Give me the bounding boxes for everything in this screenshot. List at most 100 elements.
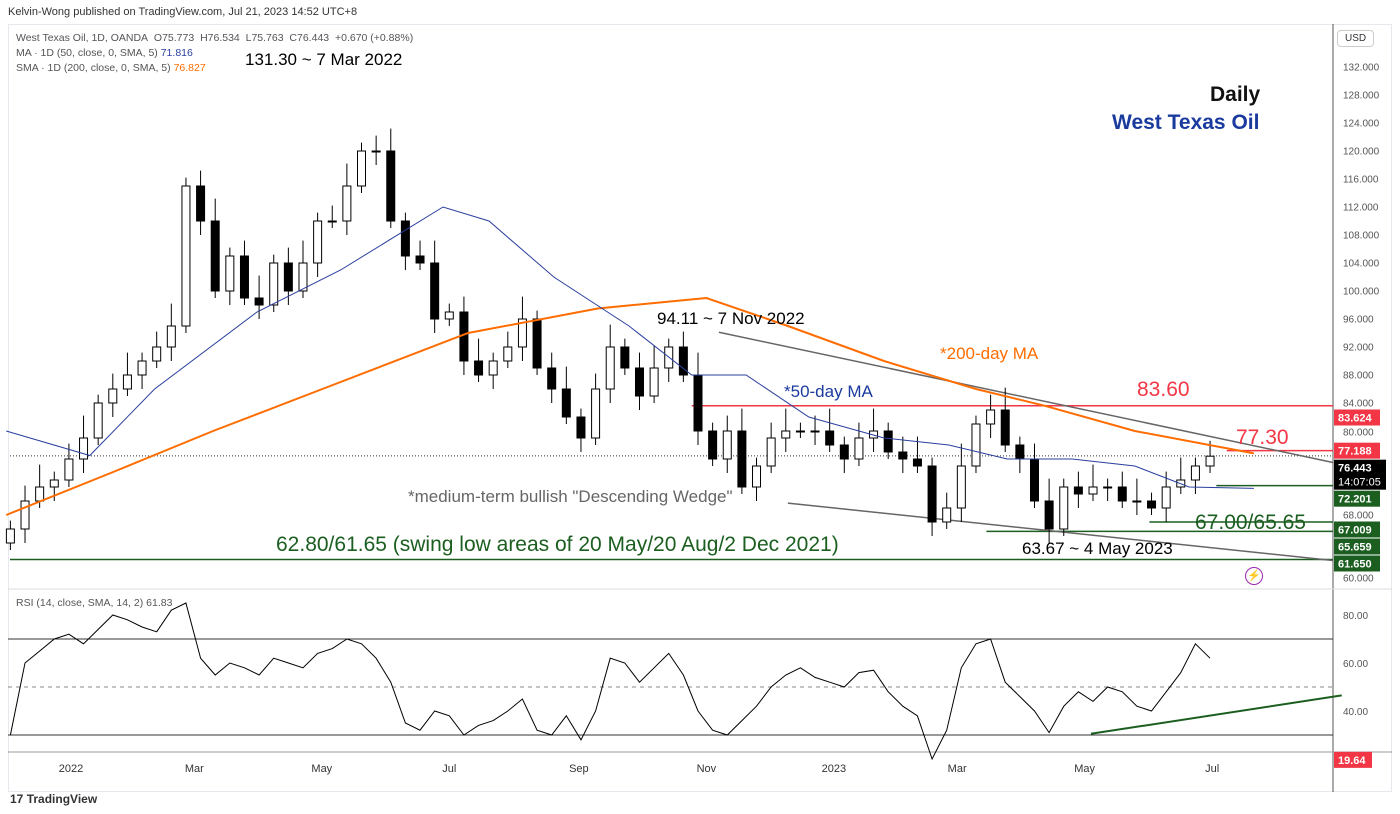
price-tick-label: 132.000	[1343, 63, 1380, 74]
price-tick-label: 84.000	[1343, 399, 1374, 410]
last-price-bg	[1334, 459, 1386, 490]
candle-body	[400, 220, 410, 257]
time-tick-label: Jul	[442, 763, 456, 775]
candle-body	[64, 458, 74, 481]
price-tick-label: 96.000	[1343, 315, 1374, 326]
candle-body	[839, 444, 849, 460]
candle-body	[752, 465, 762, 488]
change-value: +0.670 (+0.88%)	[334, 32, 414, 44]
price-tick-label: 92.000	[1343, 343, 1374, 354]
rsi-trendline	[1090, 694, 1342, 735]
candle-body	[386, 150, 396, 222]
price-tick-label: 108.000	[1343, 231, 1380, 242]
time-tick-label: May	[311, 763, 332, 775]
price-label: 83.624	[1338, 413, 1373, 425]
candle-body	[869, 430, 879, 439]
time-tick-label: Mar	[948, 763, 967, 775]
lightning-icon[interactable]: ⚡	[1245, 567, 1263, 585]
candle-body	[488, 360, 498, 376]
candle-body	[693, 374, 703, 432]
candle-body	[532, 318, 542, 369]
price-label-bg	[1334, 555, 1380, 572]
symbol-name: West Texas Oil, 1D, OANDA	[16, 32, 149, 44]
rsi-line	[9, 602, 1211, 761]
price-tick-label: 80.000	[1343, 428, 1374, 439]
price-tick-label: 116.000	[1343, 175, 1379, 186]
currency-button[interactable]: USD	[1337, 30, 1375, 47]
candle-body	[591, 388, 601, 439]
candle-body	[547, 367, 557, 390]
candle-body	[474, 360, 484, 376]
wedge-line	[718, 331, 1334, 464]
ma50-line	[6, 206, 1254, 489]
ma200-label: SMA · 1D (200, close, 0, SMA, 5)	[16, 62, 171, 74]
ma200-line	[5, 296, 1255, 516]
candle-body	[1000, 409, 1010, 446]
price-tick-label: 100.000	[1343, 287, 1380, 298]
candle-body	[795, 430, 805, 433]
candle-body	[430, 262, 440, 320]
candle-body	[942, 507, 952, 523]
candle-body	[576, 416, 586, 439]
candle-body	[210, 220, 220, 292]
candle-body	[561, 388, 571, 418]
price-tick-label: 128.000	[1343, 91, 1380, 102]
ma50-label: MA · 1D (50, close, 0, SMA, 5)	[16, 47, 158, 59]
time-tick-label: 2023	[822, 763, 846, 775]
high-value: H76.534	[200, 32, 240, 44]
time-tick-label: Mar	[185, 763, 204, 775]
legend-ma50[interactable]: MA · 1D (50, close, 0, SMA, 5) 71.816	[16, 47, 193, 59]
time-tick-label: Sep	[569, 763, 589, 775]
candle-body	[971, 423, 981, 467]
rsi-low-label: 19.64	[1338, 755, 1366, 767]
last-price-label: 76.443	[1338, 463, 1372, 475]
candle-body	[298, 262, 308, 292]
candle-body	[93, 402, 103, 439]
price-tick-label: 112.000	[1343, 203, 1379, 214]
candle-body	[825, 430, 835, 446]
annotation-wedge: *medium-term bullish "Descending Wedge"	[408, 487, 733, 506]
time-tick-label: Jul	[1205, 763, 1219, 775]
candle-body	[225, 255, 235, 292]
candle-body	[254, 297, 264, 306]
price-label: 65.659	[1338, 542, 1372, 554]
price-tick-label: 68.000	[1343, 511, 1374, 522]
candle-body	[1132, 500, 1142, 503]
low-value: L75.763	[245, 32, 284, 44]
price-tick-label: 88.000	[1343, 371, 1374, 382]
tradingview-logo[interactable]: 17 TradingView	[10, 792, 98, 806]
candle-body	[79, 437, 89, 460]
candle-body	[269, 262, 279, 306]
legend-rsi[interactable]: RSI (14, close, SMA, 14, 2) 61.83	[16, 597, 172, 609]
rsi-tick-label: 40.00	[1343, 707, 1368, 718]
annotation-77-30: 77.30	[1236, 426, 1289, 449]
annotation-67-00: 67.00/65.65	[1195, 511, 1306, 534]
candle-body	[781, 430, 791, 439]
price-label-bg	[1334, 521, 1380, 538]
price-label-bg	[1334, 442, 1380, 459]
annotation-ma50: *50-day MA	[784, 382, 873, 401]
candle-body	[1059, 486, 1069, 530]
price-tick-label: 124.000	[1343, 119, 1380, 130]
candle-body	[1161, 486, 1171, 509]
candle-body	[137, 360, 147, 376]
candle-body	[196, 185, 206, 222]
candle-body	[722, 430, 732, 460]
bar-countdown: 14:07:05	[1338, 477, 1381, 489]
candle-body	[283, 262, 293, 292]
ma200-value: 76.827	[173, 62, 206, 74]
annotation-83-60: 83.60	[1137, 378, 1190, 401]
candle-body	[313, 220, 323, 264]
annotation-ma200: *200-day MA	[940, 344, 1039, 363]
price-label-bg	[1334, 490, 1380, 507]
candle-body	[883, 430, 893, 453]
price-label-bg	[1334, 409, 1380, 426]
legend-ma200[interactable]: SMA · 1D (200, close, 0, SMA, 5) 76.827	[16, 62, 206, 74]
price-tick-label: 120.000	[1343, 147, 1380, 158]
publisher-header: Kelvin-Wong published on TradingView.com…	[8, 6, 358, 18]
candle-body	[152, 346, 162, 362]
rsi-label: RSI (14, close, SMA, 14, 2)	[16, 597, 144, 609]
time-tick-label: May	[1074, 763, 1095, 775]
wedge-line	[787, 502, 1334, 562]
